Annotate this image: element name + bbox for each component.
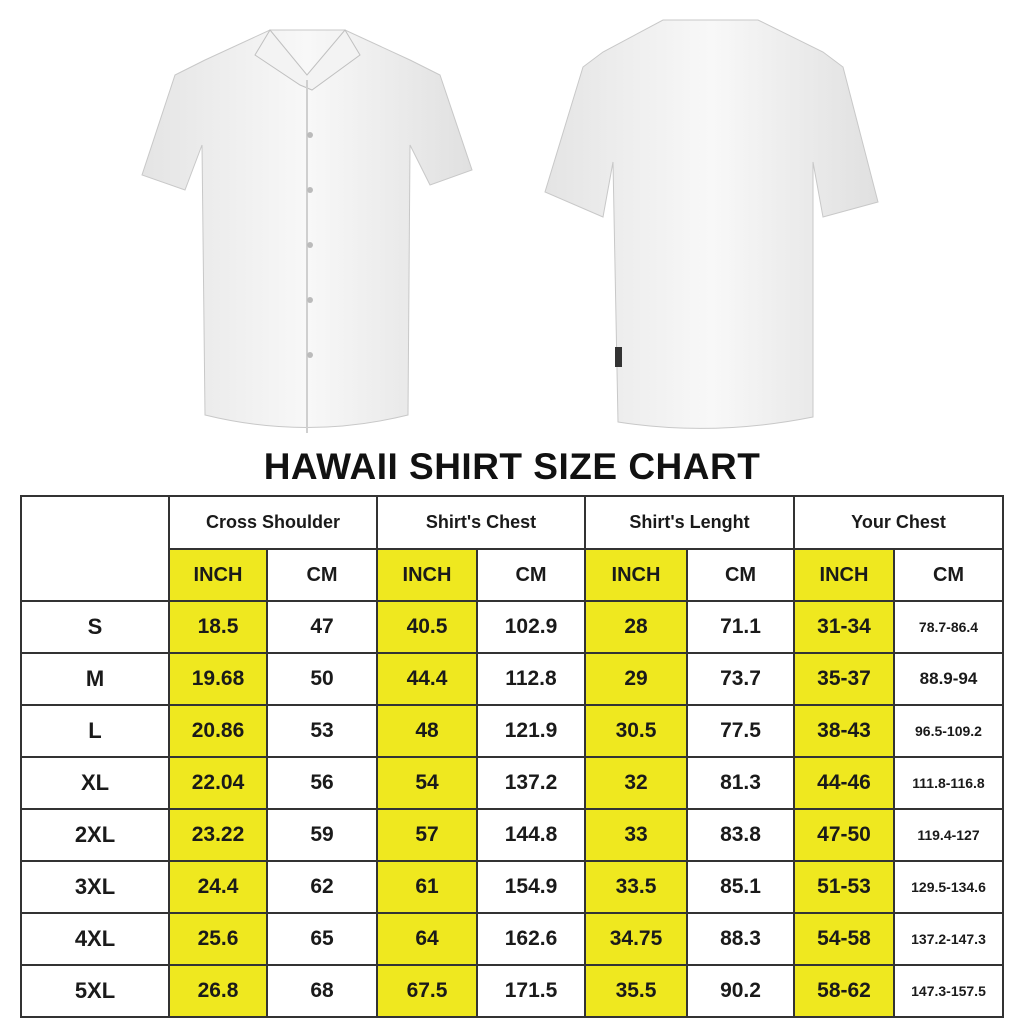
- table-row: XL 22.04 56 54 137.2 32 81.3 44-46 111.8-116.8: [20, 756, 1004, 810]
- table-row: M 19.68 50 44.4 112.8 29 73.7 35-37 88.9-94: [20, 652, 1004, 706]
- inch-value: 44-46: [793, 756, 895, 810]
- inch-value: 61: [376, 860, 478, 914]
- cm-value: 129.5-134.6: [893, 860, 1004, 914]
- inch-value: 58-62: [793, 964, 895, 1018]
- cm-value: 50: [266, 652, 378, 706]
- size-label: S: [20, 600, 170, 654]
- inch-value: 48: [376, 704, 478, 758]
- unit-cm: CM: [686, 548, 795, 602]
- cm-value: 121.9: [476, 704, 586, 758]
- size-chart-table: Cross Shoulder Shirt's Chest Shirt's Len…: [20, 495, 1004, 1018]
- table-row: 5XL 26.8 68 67.5 171.5 35.5 90.2 58-62 147.3-157…: [20, 964, 1004, 1018]
- inch-value: 57: [376, 808, 478, 862]
- cm-value: 96.5-109.2: [893, 704, 1004, 758]
- inch-value: 33: [584, 808, 688, 862]
- cm-value: 83.8: [686, 808, 795, 862]
- cm-value: 77.5: [686, 704, 795, 758]
- inch-value: 24.4: [168, 860, 268, 914]
- inch-value: 32: [584, 756, 688, 810]
- inch-value: 67.5: [376, 964, 478, 1018]
- inch-value: 20.86: [168, 704, 268, 758]
- unit-inch: INCH: [793, 548, 895, 602]
- cm-value: 112.8: [476, 652, 586, 706]
- size-label: M: [20, 652, 170, 706]
- cm-value: 102.9: [476, 600, 586, 654]
- inch-value: 54: [376, 756, 478, 810]
- size-label: XL: [20, 756, 170, 810]
- size-label: L: [20, 704, 170, 758]
- cm-value: 111.8-116.8: [893, 756, 1004, 810]
- inch-value: 35.5: [584, 964, 688, 1018]
- inch-value: 51-53: [793, 860, 895, 914]
- corner-cell: [20, 495, 170, 602]
- group-header-row: Cross Shoulder Shirt's Chest Shirt's Len…: [20, 495, 1004, 602]
- inch-value: 40.5: [376, 600, 478, 654]
- inch-value: 23.22: [168, 808, 268, 862]
- unit-cm: CM: [476, 548, 586, 602]
- size-label: 3XL: [20, 860, 170, 914]
- inch-value: 33.5: [584, 860, 688, 914]
- cm-value: 137.2-147.3: [893, 912, 1004, 966]
- inch-value: 47-50: [793, 808, 895, 862]
- group-header: Shirt's Chest: [376, 495, 586, 550]
- inch-value: 64: [376, 912, 478, 966]
- cm-value: 73.7: [686, 652, 795, 706]
- cm-value: 56: [266, 756, 378, 810]
- inch-value: 18.5: [168, 600, 268, 654]
- inch-value: 54-58: [793, 912, 895, 966]
- cm-value: 81.3: [686, 756, 795, 810]
- table-row: L 20.86 53 48 121.9 30.5 77.5 38-43 96.5-109.2: [20, 704, 1004, 758]
- size-label: 4XL: [20, 912, 170, 966]
- inch-value: 38-43: [793, 704, 895, 758]
- shirt-back-image: [544, 19, 879, 429]
- cm-value: 88.9-94: [893, 652, 1004, 706]
- inch-value: 30.5: [584, 704, 688, 758]
- inch-value: 28: [584, 600, 688, 654]
- cm-value: 65: [266, 912, 378, 966]
- cm-value: 162.6: [476, 912, 586, 966]
- inch-value: 22.04: [168, 756, 268, 810]
- unit-cm: CM: [893, 548, 1004, 602]
- unit-inch: INCH: [168, 548, 268, 602]
- cm-value: 53: [266, 704, 378, 758]
- cm-value: 59: [266, 808, 378, 862]
- unit-inch: INCH: [376, 548, 478, 602]
- unit-inch: INCH: [584, 548, 688, 602]
- cm-value: 78.7-86.4: [893, 600, 1004, 654]
- cm-value: 137.2: [476, 756, 586, 810]
- inch-value: 26.8: [168, 964, 268, 1018]
- size-label: 5XL: [20, 964, 170, 1018]
- cm-value: 62: [266, 860, 378, 914]
- table-row: 2XL 23.22 59 57 144.8 33 83.8 47-50 119.4-127: [20, 808, 1004, 862]
- cm-value: 154.9: [476, 860, 586, 914]
- size-chart-title: HAWAII SHIRT SIZE CHART: [263, 446, 761, 487]
- cm-value: 119.4-127: [893, 808, 1004, 862]
- table-row: 3XL 24.4 62 61 154.9 33.5 85.1 51-53 129.5-134.6: [20, 860, 1004, 914]
- cm-value: 71.1: [686, 600, 795, 654]
- unit-header-row: INCH CM INCH CM INCH CM INCH CM: [21, 548, 1004, 602]
- inch-value: 25.6: [168, 912, 268, 966]
- cm-value: 147.3-157.5: [893, 964, 1004, 1018]
- cm-value: 85.1: [686, 860, 795, 914]
- inch-value: 35-37: [793, 652, 895, 706]
- cm-value: 90.2: [686, 964, 795, 1018]
- table-row: 4XL 25.6 65 64 162.6 34.75 88.3 54-58 137.2-147.…: [20, 912, 1004, 966]
- inch-value: 31-34: [793, 600, 895, 654]
- inch-value: 19.68: [168, 652, 268, 706]
- size-label: 2XL: [20, 808, 170, 862]
- cm-value: 47: [266, 600, 378, 654]
- group-header: Cross Shoulder: [168, 495, 378, 550]
- inch-value: 29: [584, 652, 688, 706]
- cm-value: 144.8: [476, 808, 586, 862]
- cm-value: 171.5: [476, 964, 586, 1018]
- unit-cm: CM: [266, 548, 378, 602]
- table-row: S 18.5 47 40.5 102.9 28 71.1 31-34 78.7-86.4: [20, 600, 1004, 654]
- inch-value: 34.75: [584, 912, 688, 966]
- cm-value: 68: [266, 964, 378, 1018]
- cm-value: 88.3: [686, 912, 795, 966]
- group-header: Your Chest: [793, 495, 1004, 550]
- inch-value: 44.4: [376, 652, 478, 706]
- group-header: Shirt's Lenght: [584, 495, 795, 550]
- shirt-front-image: [141, 29, 473, 433]
